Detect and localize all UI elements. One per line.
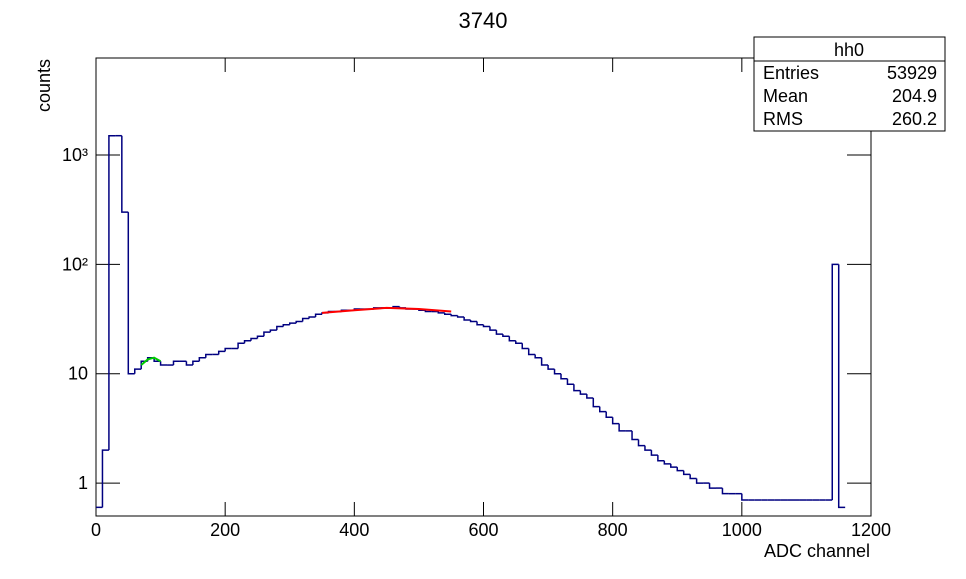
histogram-bin bbox=[573, 384, 581, 392]
histogram-bin bbox=[482, 324, 490, 328]
x-axis-label: ADC channel bbox=[764, 541, 870, 561]
y-tick-label: 10 bbox=[68, 364, 88, 384]
y-tick-label: 1 bbox=[78, 473, 88, 493]
x-tick-label: 200 bbox=[210, 520, 240, 540]
histogram-bin bbox=[618, 423, 626, 432]
histogram-bin bbox=[599, 406, 607, 413]
stats-box: hh0 Entries 53929 Mean 204.9 RMS 260.2 bbox=[753, 36, 946, 132]
y-axis-label: counts bbox=[34, 59, 54, 112]
histogram-bin bbox=[721, 488, 729, 495]
histogram-bin bbox=[295, 320, 303, 324]
histogram-bin bbox=[521, 343, 529, 350]
histogram-bin bbox=[489, 326, 497, 331]
histogram-bin bbox=[540, 357, 549, 366]
histogram-bin bbox=[631, 430, 639, 441]
histogram-bin bbox=[695, 478, 704, 484]
histogram-bin bbox=[495, 330, 503, 335]
y-tick-label: 10³ bbox=[62, 145, 88, 165]
histogram-bin bbox=[502, 334, 510, 338]
histogram-bin bbox=[534, 354, 542, 359]
histogram-bin bbox=[547, 365, 555, 370]
histogram-bin bbox=[301, 317, 310, 322]
x-tick-label: 1200 bbox=[851, 520, 891, 540]
histogram-bin bbox=[637, 439, 645, 447]
histogram-bin bbox=[657, 455, 665, 462]
histogram-bin bbox=[611, 417, 620, 425]
histogram-bin bbox=[217, 350, 226, 355]
histogram-bin bbox=[579, 390, 587, 395]
histogram-bin bbox=[314, 313, 323, 317]
histogram-bin bbox=[508, 336, 516, 342]
histogram-bin bbox=[676, 467, 684, 472]
histogram-bin bbox=[127, 212, 135, 375]
stats-key: Mean bbox=[763, 86, 808, 106]
histogram-bin bbox=[289, 322, 297, 325]
stats-title: hh0 bbox=[834, 40, 864, 60]
histogram-bin bbox=[708, 483, 716, 489]
histogram-bin bbox=[456, 315, 465, 318]
histogram-bin bbox=[463, 316, 471, 321]
histogram-bin bbox=[605, 411, 613, 418]
histogram-bin bbox=[243, 340, 251, 344]
fit-curve bbox=[321, 306, 452, 314]
histogram-bin bbox=[560, 373, 568, 380]
histogram-bin bbox=[527, 348, 536, 356]
stats-key: RMS bbox=[763, 109, 803, 129]
histogram-bin bbox=[566, 378, 574, 386]
histogram-bin bbox=[237, 342, 245, 349]
histogram-bin bbox=[831, 263, 839, 501]
histogram-bin bbox=[469, 319, 478, 323]
histogram-bin bbox=[689, 474, 697, 480]
histogram-bin bbox=[282, 324, 290, 327]
x-tick-label: 800 bbox=[598, 520, 628, 540]
histogram-bin bbox=[444, 312, 452, 315]
stats-frame bbox=[753, 36, 946, 132]
histogram-bin bbox=[424, 310, 432, 313]
histogram-bin bbox=[586, 394, 594, 399]
stats-value: 204.9 bbox=[892, 86, 937, 106]
chart-title: 3740 bbox=[459, 8, 508, 33]
histogram-bin bbox=[644, 445, 652, 451]
histogram-bin bbox=[256, 335, 264, 339]
histogram-bin bbox=[437, 311, 445, 314]
histogram-bin bbox=[663, 460, 671, 465]
histogram-bin bbox=[837, 264, 846, 509]
histogram-bin bbox=[741, 493, 749, 501]
histogram-bin bbox=[224, 347, 232, 352]
histogram-bin bbox=[250, 337, 258, 341]
histogram-bin bbox=[198, 356, 206, 362]
histogram-bin bbox=[205, 353, 213, 358]
histogram-bin bbox=[159, 361, 168, 366]
histogram-bin bbox=[682, 470, 691, 476]
x-tick-label: 0 bbox=[91, 520, 101, 540]
histogram-bin bbox=[308, 316, 316, 319]
histogram-bin bbox=[263, 331, 271, 337]
x-tick-label: 600 bbox=[468, 520, 498, 540]
histogram-bin bbox=[515, 340, 523, 344]
x-tick-label: 400 bbox=[339, 520, 369, 540]
histogram-bin bbox=[670, 463, 678, 468]
histogram-bin bbox=[134, 368, 142, 374]
histogram-bin bbox=[101, 449, 109, 508]
stats-value: 260.2 bbox=[892, 109, 937, 129]
fit-curve bbox=[140, 356, 162, 366]
histogram-bin bbox=[153, 357, 161, 362]
histogram-bin bbox=[185, 361, 193, 366]
stats-value: 53929 bbox=[887, 63, 937, 83]
histogram-bin bbox=[108, 134, 116, 451]
histogram-bin bbox=[592, 397, 600, 408]
x-tick-label: 1000 bbox=[722, 520, 762, 540]
y-tick-label: 10² bbox=[62, 254, 88, 274]
histogram-bin bbox=[476, 321, 484, 326]
histogram-bin bbox=[553, 369, 561, 375]
stats-key: Entries bbox=[763, 63, 819, 83]
histogram-bin bbox=[650, 450, 658, 456]
histogram-bin bbox=[450, 314, 458, 317]
histogram-bin bbox=[121, 135, 129, 213]
histogram-bin bbox=[192, 360, 200, 366]
histogram-bin bbox=[276, 325, 284, 331]
histogram-bin bbox=[172, 360, 180, 366]
histogram-bin bbox=[269, 329, 277, 333]
